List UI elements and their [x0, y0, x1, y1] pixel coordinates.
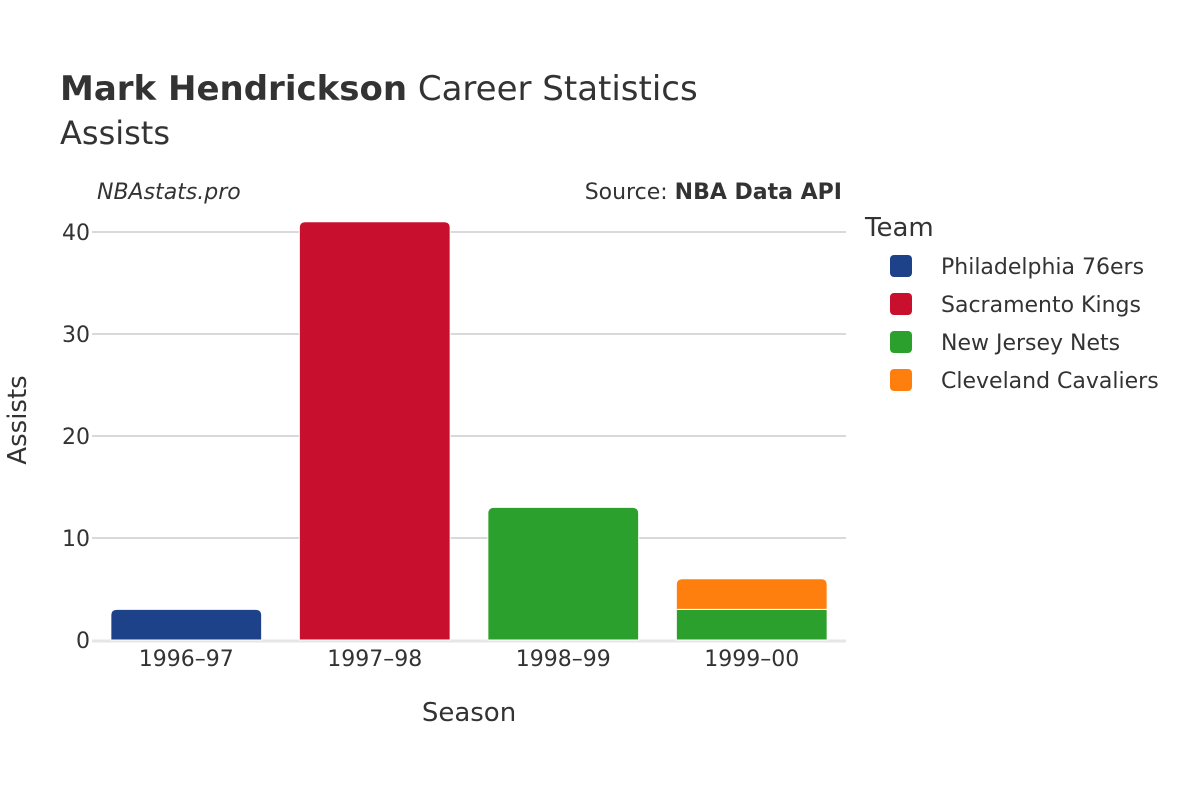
- x-tick-label: 1997–98: [327, 647, 422, 672]
- bar-new-jersey-nets-4: [675, 608, 828, 641]
- legend-item-label: Philadelphia 76ers: [941, 255, 1144, 280]
- x-tick-label: 1998–99: [516, 647, 611, 672]
- legend-item-label: New Jersey Nets: [941, 331, 1120, 356]
- y-tick-label: 0: [76, 629, 90, 654]
- legend-item-label: Cleveland Cavaliers: [941, 369, 1159, 394]
- watermark-text: NBAstats.pro: [97, 180, 241, 205]
- legend-swatch: [890, 369, 912, 391]
- legend-title: Team: [864, 213, 934, 243]
- legend-item-label: Sacramento Kings: [941, 293, 1141, 318]
- source-prefix: Source:: [585, 180, 675, 205]
- x-axis-ticks: 1996–97 1997–98 1998–99 1999–00: [139, 647, 799, 672]
- bar-new-jersey-nets-3: [487, 506, 640, 641]
- title-rest: Career Statistics: [407, 69, 698, 109]
- y-tick-label: 40: [62, 221, 90, 246]
- legend-swatch: [890, 293, 912, 315]
- source-text: Source: NBA Data API: [585, 180, 842, 205]
- bars: [110, 221, 828, 641]
- source-name: NBA Data API: [675, 180, 842, 205]
- grid-lines: [92, 231, 846, 643]
- bar-cleveland-cavaliers-4: [675, 578, 828, 610]
- bar-sacramento-kings-2: [298, 221, 451, 641]
- legend-swatch: [890, 255, 912, 277]
- y-tick-label: 10: [62, 527, 90, 552]
- y-tick-label: 30: [62, 323, 90, 348]
- y-axis-ticks: 0 10 20 30 40: [62, 221, 90, 654]
- x-tick-label: 1996–97: [139, 647, 234, 672]
- x-tick-label: 1999–00: [704, 647, 799, 672]
- chart-subtitle: Assists: [60, 114, 170, 152]
- legend-swatch: [890, 331, 912, 353]
- x-axis-title: Season: [422, 698, 516, 728]
- y-tick-label: 20: [62, 425, 90, 450]
- bar-philadelphia-76ers-1: [110, 608, 263, 641]
- chart-title: Mark Hendrickson Career Statistics: [60, 69, 698, 109]
- legend: Philadelphia 76ers Sacramento Kings New Je…: [890, 255, 1159, 394]
- y-axis-title: Assists: [3, 375, 33, 464]
- title-player-name: Mark Hendrickson: [60, 69, 407, 109]
